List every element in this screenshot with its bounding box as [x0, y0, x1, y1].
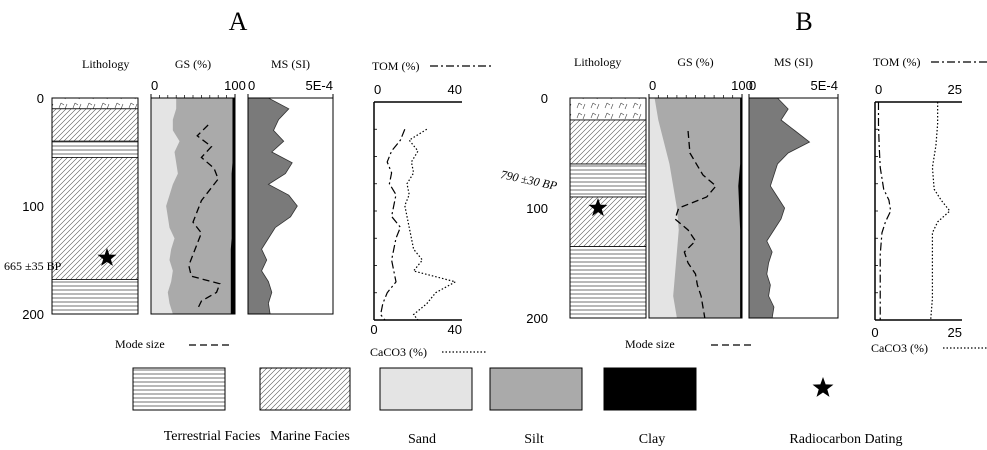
radiocarbon-star — [588, 198, 608, 217]
lithology-segment — [51, 97, 139, 110]
caco3-tick-label: 0 — [871, 325, 878, 340]
ms-tick-label: 0 — [248, 78, 255, 93]
lithology-segment — [569, 246, 647, 319]
gs-axis-label: GS (%) — [175, 57, 211, 71]
ms-tick-label: 5E-4 — [811, 78, 838, 93]
lithology-segment — [51, 156, 139, 280]
lithology-segment — [51, 140, 139, 158]
depth-tick-label: 200 — [526, 311, 548, 326]
clay-area — [738, 98, 742, 318]
legend-swatch-terrestrial — [132, 367, 226, 411]
ms-axis-label: MS (SI) — [774, 55, 813, 69]
silt-area — [166, 98, 235, 314]
caco3-tick-label: 25 — [948, 325, 962, 340]
tom-axis-label: TOM (%) — [873, 55, 920, 69]
legend: Terrestrial Facies Marine Facies Sand Silt C… — [132, 367, 903, 447]
ms-axis-label: MS (SI) — [271, 57, 310, 71]
panel-letter: A — [229, 7, 248, 36]
caco3-line — [404, 128, 458, 321]
ms-tick-label: 0 — [749, 78, 756, 93]
radiocarbon-star — [97, 247, 117, 266]
mode-size-label: Mode size — [625, 337, 675, 351]
legend-swatch-sand — [379, 367, 473, 411]
legend-label-sand: Sand — [408, 432, 436, 447]
lithology-frame — [569, 97, 647, 319]
lithology-segment — [569, 163, 647, 198]
gs-axis-label: GS (%) — [677, 55, 713, 69]
dating-label: 665 ±35 BP — [4, 259, 62, 273]
tom-tick-label: 40 — [448, 82, 462, 97]
caco3-tick-label: 0 — [370, 322, 377, 337]
lithology-segment — [51, 108, 139, 142]
ms-frame — [748, 97, 839, 319]
legend-label-clay: Clay — [639, 432, 665, 447]
panel-letter: B — [795, 7, 812, 36]
caco3-axis-label: CaCO3 (%) — [370, 345, 427, 359]
legend-star — [812, 377, 834, 397]
tom-line — [877, 102, 892, 320]
gs-tick-label: 100 — [731, 78, 753, 93]
depth-tick-label: 0 — [541, 91, 548, 106]
lithology-segment — [569, 119, 647, 165]
mode-size-line — [188, 124, 221, 310]
legend-swatch-silt — [489, 367, 583, 411]
gs-tick-label: 100 — [224, 78, 246, 93]
ms-area — [247, 97, 298, 315]
caco3-axis-label: CaCO3 (%) — [871, 341, 928, 355]
lithology-segment — [569, 196, 647, 247]
legend-swatch-marine — [259, 367, 351, 411]
lithology-frame — [51, 97, 139, 315]
lithology-segment — [51, 279, 139, 315]
gs-tick-label: 0 — [151, 78, 158, 93]
clay-area — [230, 98, 235, 314]
caco3-line — [930, 102, 951, 321]
legend-label-star: Radiocarbon Dating — [789, 432, 902, 447]
ms-frame — [247, 97, 334, 315]
depth-tick-label: 0 — [37, 91, 44, 106]
mode-size-label: Mode size — [115, 337, 165, 351]
ms-area — [748, 97, 811, 319]
tom-tick-label: 0 — [374, 82, 381, 97]
depth-tick-label: 100 — [526, 201, 548, 216]
legend-swatch-clay — [603, 367, 697, 411]
depth-tick-label: 200 — [22, 307, 44, 322]
tom-axis-label: TOM (%) — [372, 59, 419, 73]
lithology-label: Lithology — [574, 55, 621, 69]
legend-label-marine: Marine Facies — [270, 429, 350, 444]
tom-tick-label: 0 — [875, 82, 882, 97]
tom-line — [379, 129, 406, 321]
ms-tick-label: 5E-4 — [306, 78, 333, 93]
lithology-label: Lithology — [82, 57, 129, 71]
tom-tick-label: 25 — [948, 82, 962, 97]
dating-label: 790 ±30 BP — [499, 167, 559, 193]
silt-area — [654, 98, 742, 318]
gs-tick-label: 0 — [649, 78, 656, 93]
caco3-tick-label: 40 — [448, 322, 462, 337]
mode-size-line — [674, 130, 717, 319]
legend-label-silt: Silt — [524, 432, 544, 447]
legend-label-terrestrial: Terrestrial Facies — [164, 429, 261, 444]
lithology-segment — [569, 97, 647, 121]
depth-tick-label: 100 — [22, 199, 44, 214]
